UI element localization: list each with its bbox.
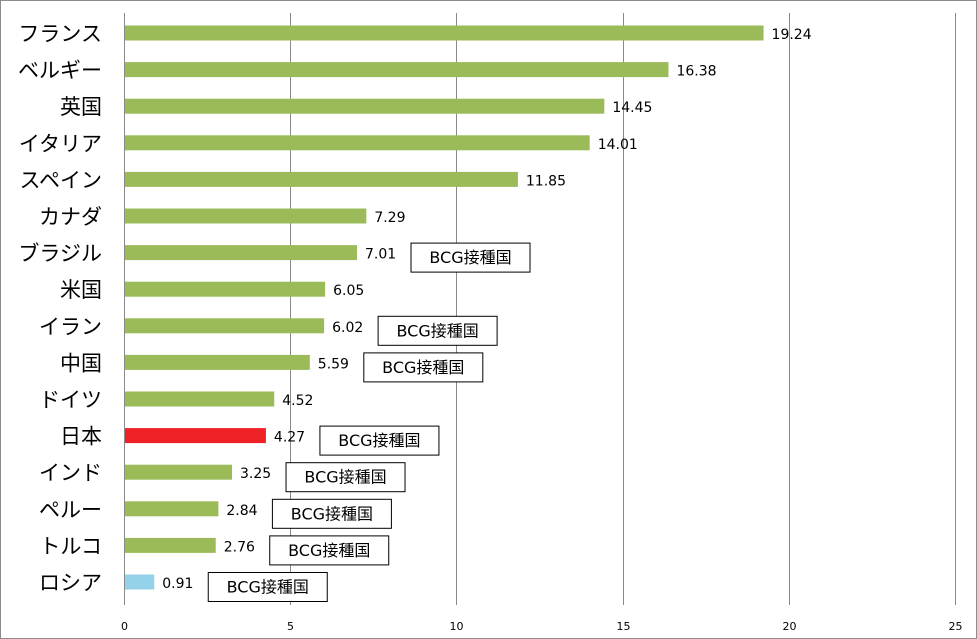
category-label: トルコ bbox=[39, 534, 102, 558]
bar bbox=[125, 537, 216, 553]
value-label: 2.76 bbox=[224, 539, 255, 555]
category-label: カナダ bbox=[39, 205, 102, 229]
bars bbox=[125, 25, 764, 590]
value-label: 4.52 bbox=[282, 393, 313, 409]
bar bbox=[125, 245, 358, 261]
annotation-box bbox=[285, 462, 406, 493]
bar bbox=[125, 171, 518, 187]
bcg-annotation: BCG接種国 bbox=[363, 352, 484, 383]
bar bbox=[125, 62, 669, 78]
value-label: 3.25 bbox=[240, 466, 271, 482]
value-label: 14.01 bbox=[598, 137, 638, 153]
annotation-box bbox=[377, 315, 498, 346]
bcg-annotation: BCG接種国 bbox=[271, 498, 392, 529]
category-label: 日本 bbox=[60, 425, 102, 449]
value-label: 7.01 bbox=[365, 247, 396, 263]
bcg-annotation: BCG接種国 bbox=[269, 535, 390, 566]
category-label: 中国 bbox=[60, 351, 102, 375]
category-label: 英国 bbox=[60, 95, 102, 119]
labels: 0 5 10 15 20 25 フランス 19.24 ベルギー 16.38 英国 14.45 イタリア 1… bbox=[18, 22, 963, 633]
value-label: 6.02 bbox=[332, 320, 363, 336]
category-label: ドイツ bbox=[39, 388, 102, 412]
bar bbox=[125, 354, 310, 370]
bcg-annotation: BCG接種国 bbox=[410, 242, 531, 273]
category-label: 米国 bbox=[60, 278, 102, 302]
category-label: ブラジル bbox=[18, 242, 102, 266]
annotation-text: BCG接種国 bbox=[338, 431, 420, 450]
category-label: フランス bbox=[18, 22, 102, 46]
annotation-text: BCG接種国 bbox=[396, 321, 478, 340]
annotation-box bbox=[271, 498, 392, 529]
category-label: ロシア bbox=[39, 571, 102, 595]
annotation-text: BCG接種国 bbox=[227, 578, 309, 597]
bar bbox=[125, 281, 326, 297]
value-label: 11.85 bbox=[526, 173, 566, 189]
bar bbox=[125, 428, 266, 444]
annotation-text: BCG接種国 bbox=[429, 248, 511, 267]
bar bbox=[125, 574, 155, 590]
x-tick-label: 15 bbox=[617, 620, 631, 633]
bcg-annotation: BCG接種国 bbox=[319, 425, 440, 456]
annotation-text: BCG接種国 bbox=[382, 358, 464, 377]
bar bbox=[125, 25, 764, 41]
bcg-annotation: BCG接種国 bbox=[285, 462, 406, 493]
annotation-text: BCG接種国 bbox=[304, 468, 386, 487]
x-tick-label: 5 bbox=[287, 620, 294, 633]
x-tick-label: 25 bbox=[949, 620, 963, 633]
x-tick-label: 10 bbox=[450, 620, 464, 633]
x-tick-label: 20 bbox=[783, 620, 797, 633]
bar bbox=[125, 501, 219, 517]
annotation-box bbox=[269, 535, 390, 566]
annotation-text: BCG接種国 bbox=[291, 504, 373, 523]
annotation-box bbox=[319, 425, 440, 456]
bar bbox=[125, 98, 605, 114]
annotation-box bbox=[363, 352, 484, 383]
category-label: スペイン bbox=[19, 168, 102, 192]
x-tick-label: 0 bbox=[121, 620, 128, 633]
annotation-box bbox=[207, 572, 328, 602]
value-label: 19.24 bbox=[772, 27, 812, 43]
value-label: 2.84 bbox=[226, 503, 257, 519]
bcg-annotation: BCG接種国 bbox=[207, 572, 328, 602]
bar bbox=[125, 391, 275, 407]
value-label: 5.59 bbox=[318, 356, 349, 372]
category-label: イラン bbox=[39, 315, 102, 339]
value-label: 16.38 bbox=[676, 64, 716, 80]
bar bbox=[125, 208, 367, 224]
bar bbox=[125, 318, 325, 334]
value-label: 7.29 bbox=[374, 210, 405, 226]
category-label: インド bbox=[39, 461, 102, 485]
bcg-annotation: BCG接種国 bbox=[377, 315, 498, 346]
annotation-text: BCG接種国 bbox=[288, 541, 370, 560]
category-label: ベルギー bbox=[18, 59, 102, 83]
bar bbox=[125, 135, 590, 151]
bar bbox=[125, 464, 233, 480]
category-label: イタリア bbox=[19, 132, 102, 156]
value-label: 14.45 bbox=[612, 100, 652, 116]
value-label: 4.27 bbox=[274, 430, 305, 446]
value-label: 6.05 bbox=[333, 283, 364, 299]
annotation-box bbox=[410, 242, 531, 273]
value-label: 0.91 bbox=[162, 576, 193, 592]
category-label: ペルー bbox=[39, 498, 102, 522]
